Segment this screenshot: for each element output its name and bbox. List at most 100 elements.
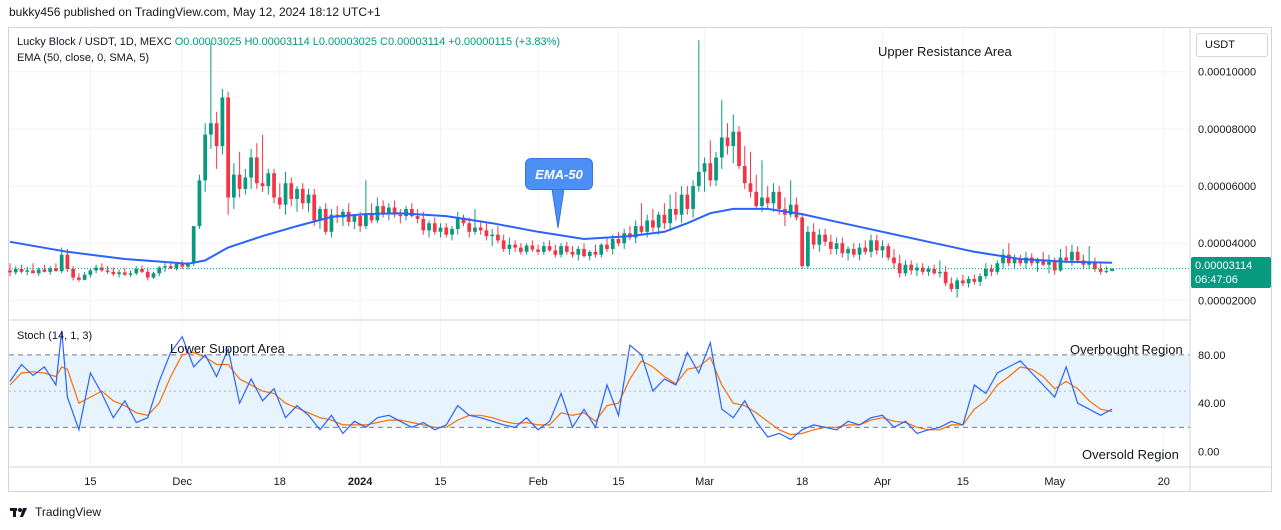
- last-price-value: 0.00003114: [1195, 260, 1253, 272]
- candle-body: [122, 272, 127, 275]
- candle: [54, 263, 58, 272]
- stoch-axis-ticks: 80.00 40.00 0.00: [1198, 350, 1226, 459]
- price-tick-label: 0.00004000: [1198, 238, 1256, 250]
- candle-body: [105, 270, 110, 272]
- candle: [932, 264, 937, 275]
- candle-body: [214, 123, 219, 147]
- candle: [673, 191, 678, 221]
- candle-body: [151, 273, 156, 278]
- candle-body: [541, 246, 546, 252]
- candle-body: [71, 268, 76, 278]
- last-price-tag: 0.00003114 06:47:06: [1191, 257, 1271, 288]
- price-tick-label: 0.00006000: [1198, 181, 1256, 193]
- candle-body: [157, 267, 162, 274]
- lower-support-label: Lower Support Area: [170, 341, 285, 356]
- candle: [978, 273, 982, 287]
- candle: [616, 231, 621, 247]
- candle: [742, 146, 747, 189]
- bar-countdown: 06:47:06: [1195, 274, 1238, 286]
- candle-body: [31, 270, 35, 274]
- candle: [36, 267, 41, 277]
- ema-callout: EMA-50: [525, 158, 593, 190]
- candle-body: [547, 246, 552, 251]
- candle: [467, 217, 472, 238]
- candle-body: [180, 263, 185, 267]
- candle-body: [553, 250, 558, 255]
- candle: [272, 168, 276, 204]
- candle: [903, 260, 908, 277]
- candle: [886, 243, 891, 261]
- candle: [364, 180, 368, 229]
- candle: [341, 208, 345, 227]
- ema-legend: EMA (50, close, 0, SMA, 5): [17, 52, 150, 64]
- candle-body: [696, 171, 701, 187]
- candle-body: [932, 268, 937, 274]
- candle: [800, 214, 805, 269]
- candle: [203, 123, 208, 192]
- candle: [329, 208, 334, 238]
- candle-body: [576, 248, 581, 255]
- candle-body: [254, 157, 259, 184]
- candle-body: [800, 217, 805, 267]
- candle: [926, 266, 931, 277]
- candle: [570, 246, 575, 258]
- candle: [48, 266, 53, 275]
- candle: [295, 186, 299, 212]
- candle: [312, 188, 317, 227]
- candle-body: [530, 245, 535, 250]
- candle-body: [978, 276, 982, 282]
- candle-body: [209, 123, 213, 135]
- candle-body: [1098, 268, 1103, 272]
- candle-body: [341, 211, 345, 218]
- candle: [59, 247, 64, 274]
- stoch-level-lines: [9, 354, 1190, 428]
- candle-body: [599, 244, 604, 255]
- candle: [1047, 254, 1051, 274]
- candle: [662, 203, 667, 229]
- candle-body: [972, 278, 977, 282]
- candle-body: [1110, 268, 1114, 272]
- candle-body: [840, 243, 845, 254]
- candle: [828, 234, 833, 255]
- candle: [765, 186, 770, 209]
- candle-body: [892, 257, 896, 264]
- candle-body: [593, 251, 598, 255]
- symbol-label: Lucky Block / USDT, 1D, MEXC: [17, 36, 172, 48]
- candle-body: [806, 231, 810, 267]
- candle-body: [559, 246, 563, 255]
- candle: [507, 237, 512, 255]
- candle: [168, 262, 173, 269]
- stoch-legend: Stoch (14, 1, 3): [17, 330, 93, 342]
- time-tick-label: Feb: [529, 476, 548, 488]
- published-info: bukky456 published on TradingView.com, M…: [9, 5, 381, 19]
- ema-line: [9, 207, 1113, 265]
- currency-button[interactable]: USDT: [1196, 33, 1268, 57]
- candle: [806, 226, 810, 269]
- candle: [576, 246, 581, 261]
- candle: [536, 244, 540, 255]
- candle-body: [943, 271, 948, 284]
- candle: [696, 40, 701, 192]
- candle-body: [168, 266, 173, 269]
- candle: [811, 223, 816, 249]
- candle-body: [742, 166, 747, 184]
- candle: [760, 160, 764, 212]
- candle: [1093, 257, 1097, 272]
- price-tick-label: 0.00010000: [1198, 67, 1256, 79]
- candle-body: [329, 214, 334, 232]
- candle-body: [909, 264, 914, 271]
- brand-name[interactable]: TradingView: [35, 505, 102, 519]
- candle-body: [1012, 258, 1017, 264]
- footer: TradingView: [10, 505, 101, 519]
- candle: [633, 220, 638, 244]
- candle: [386, 203, 391, 221]
- candle-body: [381, 206, 385, 214]
- candle-body: [25, 270, 30, 272]
- time-tick-label: 18: [274, 476, 286, 488]
- candle: [628, 226, 632, 241]
- candle-body: [364, 213, 368, 227]
- candle-body: [473, 227, 477, 232]
- candle: [1006, 243, 1011, 267]
- candle-body: [398, 214, 403, 217]
